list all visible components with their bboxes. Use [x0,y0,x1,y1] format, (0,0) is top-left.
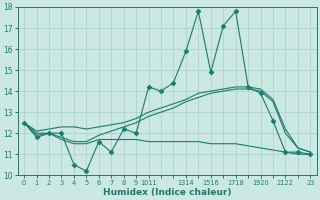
X-axis label: Humidex (Indice chaleur): Humidex (Indice chaleur) [103,188,231,197]
